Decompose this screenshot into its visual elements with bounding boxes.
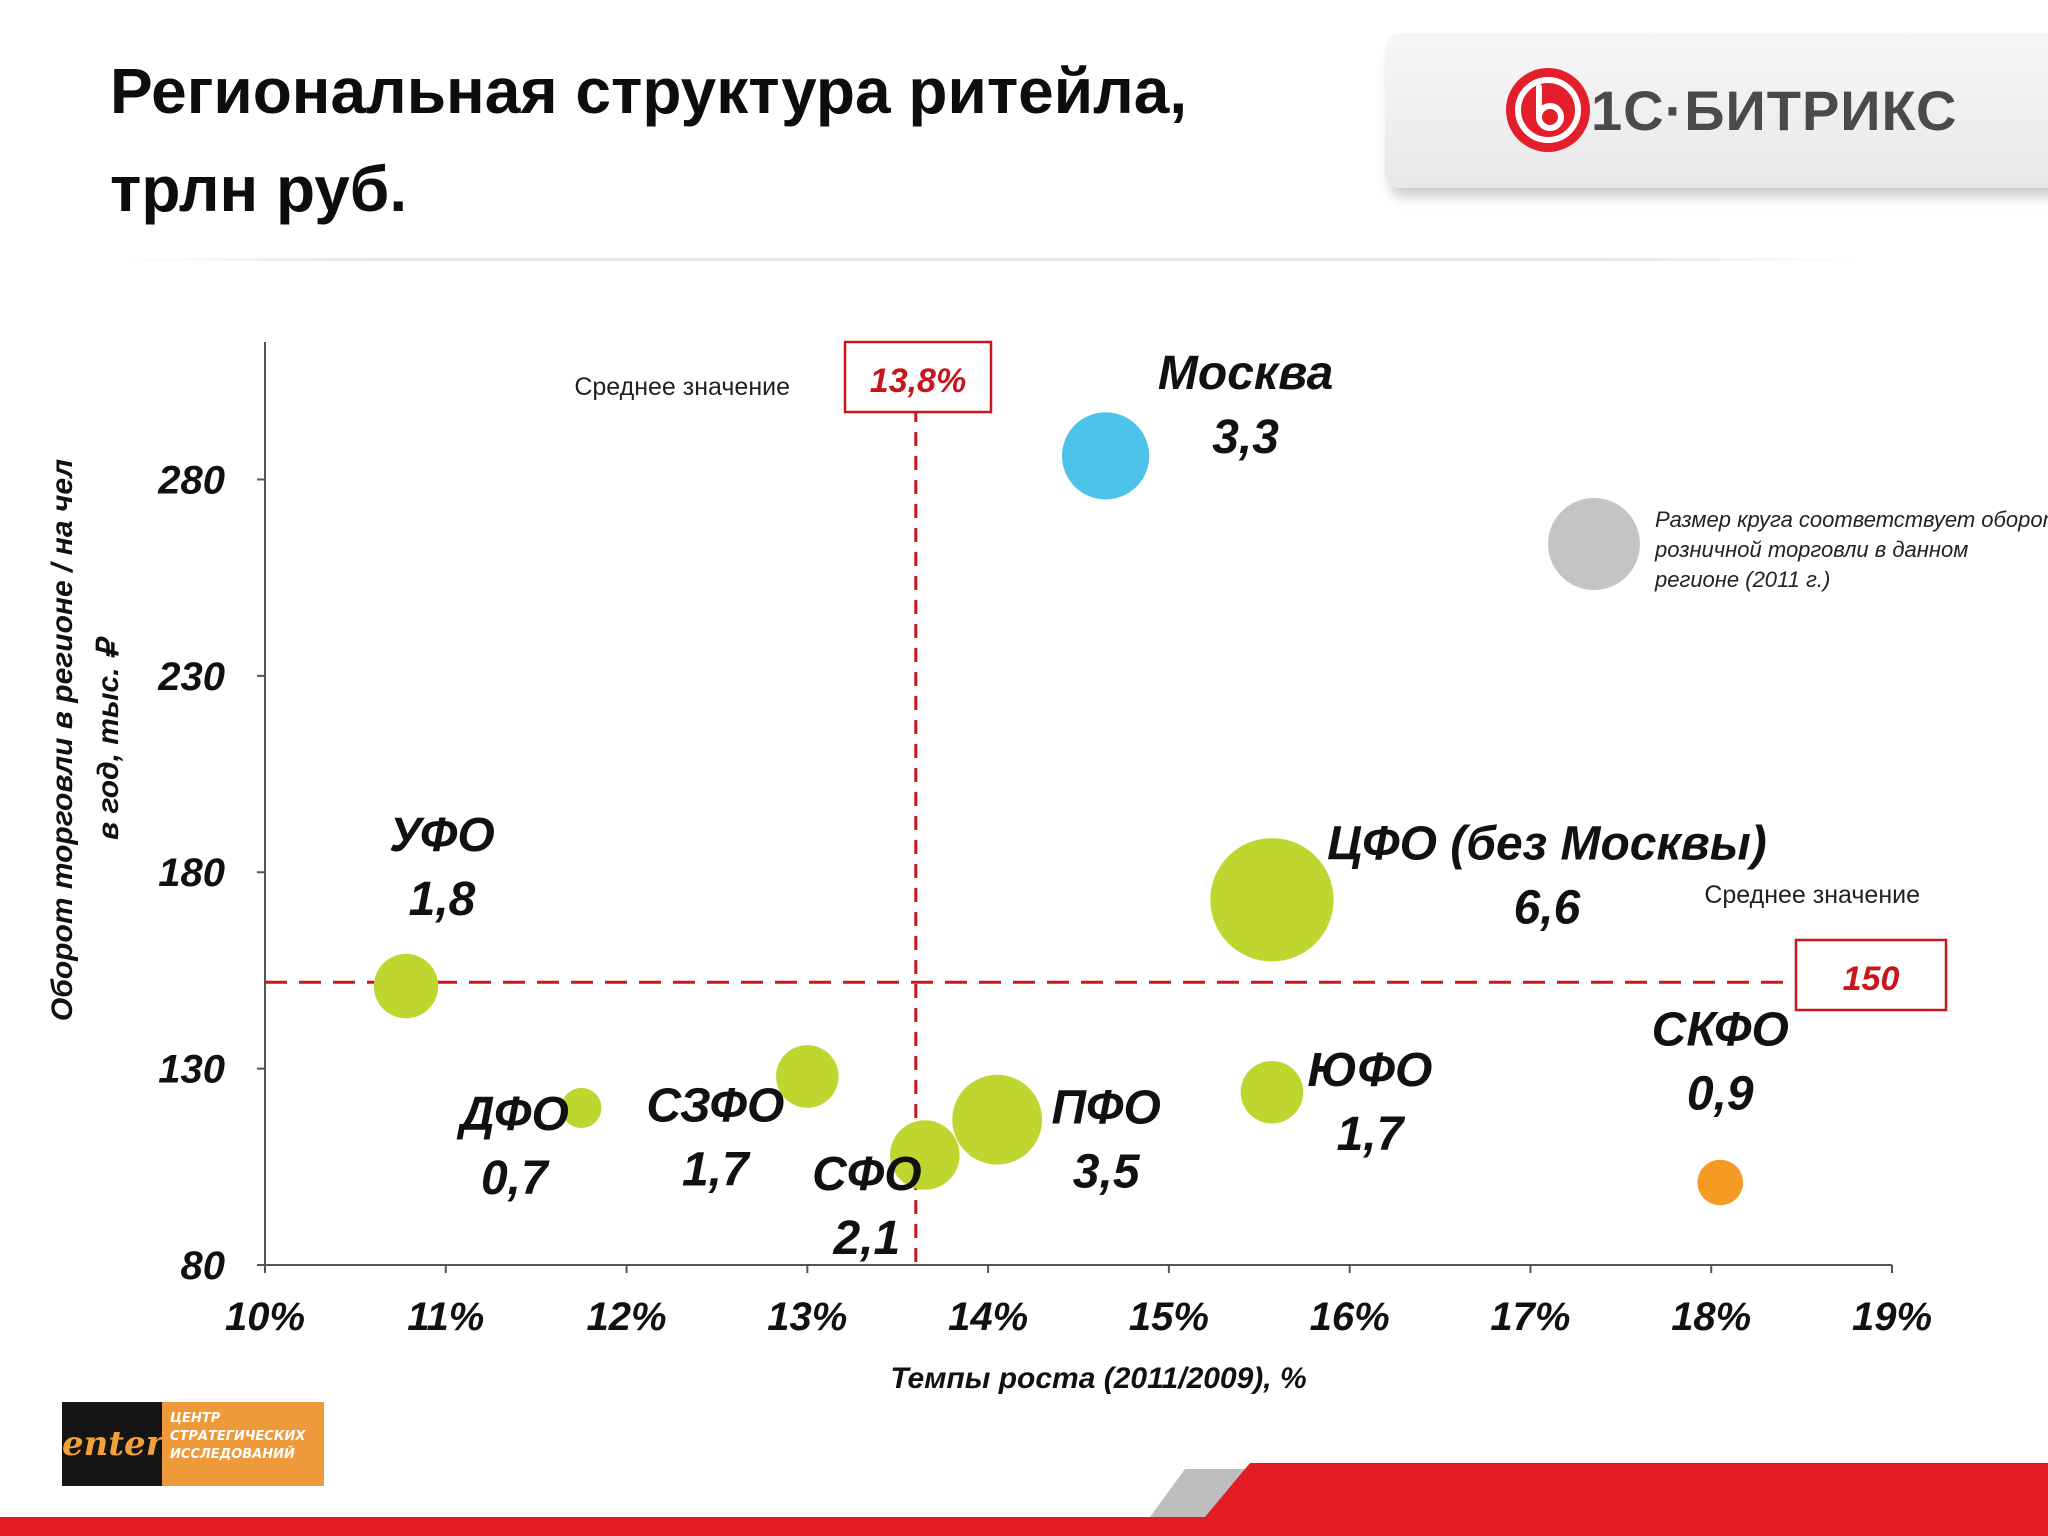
footer-red-shape — [1205, 1463, 2048, 1517]
bubble-label-value: 1,7 — [1337, 1108, 1406, 1161]
legend-sample-bubble — [1548, 498, 1640, 590]
bubble-label-value: 3,3 — [1212, 411, 1279, 464]
bubble-label-value: 1,8 — [409, 873, 476, 926]
x-tick-label: 15% — [1129, 1295, 1209, 1339]
slide-title: Региональная структура ритейла, трлн руб… — [110, 42, 1360, 238]
bubbles — [373, 412, 1744, 1206]
x-tick-label: 12% — [587, 1295, 667, 1339]
bubble-label-name: СКФО — [1652, 1004, 1789, 1057]
bubble — [890, 1120, 960, 1190]
average-lines: 13,8% Среднее значение 150 Среднее значение — [265, 340, 1948, 1265]
partner-caption-line1: ЦЕНТР — [170, 1411, 221, 1426]
bubble-label-name: СЗФО — [646, 1079, 784, 1132]
title-divider — [120, 258, 1860, 261]
brand-logo-text: 1С·БИТРИКС — [1591, 79, 1958, 142]
legend-note-line3: регионе (2011 г.) — [1654, 567, 1830, 592]
y-axis-title-line1: Оборот торговли в регионе / на чел — [46, 459, 79, 1021]
bubble-label-name: Москва — [1158, 347, 1333, 400]
bubble-label-value: 3,5 — [1073, 1146, 1141, 1199]
y-tick-label: 230 — [157, 655, 225, 699]
average-y-value: 150 — [1843, 960, 1900, 998]
y-axis-title-line2: в год, тыс. ₽ — [92, 635, 125, 840]
average-y-caption: Среднее значение — [1704, 881, 1920, 909]
x-tick-label: 11% — [407, 1295, 484, 1339]
footer-red-bar — [0, 1517, 2048, 1536]
bubble-label-name: ПФО — [1051, 1082, 1160, 1135]
bubble — [776, 1045, 839, 1108]
partner-caption: ЦЕНТР СТРАТЕГИЧЕСКИХ ИССЛЕДОВАНИЙ — [162, 1402, 324, 1486]
bubble — [1210, 838, 1334, 962]
bubble-label-name: УФО — [389, 809, 495, 862]
bubble — [1062, 412, 1150, 500]
bubble-label-name: СФО — [812, 1148, 921, 1201]
bubble — [1697, 1159, 1744, 1206]
x-tick-label: 13% — [767, 1295, 847, 1339]
y-tick-label: 180 — [158, 851, 225, 895]
legend-note: Размер круга соответствует обороту рознич… — [1548, 498, 2048, 592]
bubble-label-name: ЮФО — [1308, 1044, 1433, 1097]
y-tick-label: 80 — [181, 1244, 226, 1288]
bubble — [561, 1087, 602, 1128]
slide-title-line1: Региональная структура ритейла, — [110, 55, 1188, 127]
x-tick-label: 16% — [1310, 1295, 1390, 1339]
footer-band — [0, 1463, 2048, 1536]
bubble-label-name: ДФО — [456, 1088, 569, 1141]
average-x-box — [843, 340, 993, 414]
bubble — [952, 1074, 1043, 1165]
slide-title-line2: трлн руб. — [110, 153, 408, 225]
bubble-label-name: ЦФО (без Москвы) — [1327, 818, 1767, 871]
bitrix-logo-icon — [1506, 68, 1590, 152]
bubble-label-value: 0,9 — [1687, 1068, 1754, 1121]
x-tick-label: 14% — [948, 1295, 1028, 1339]
average-y-box — [1794, 938, 1948, 1012]
bubble-label-value: 1,7 — [682, 1143, 751, 1196]
x-tick-label: 10% — [225, 1295, 305, 1339]
y-axis-title: Оборот торговли в регионе / на чел в год,… — [46, 459, 125, 1021]
bubble-label-value: 6,6 — [1514, 882, 1581, 935]
partner-caption-line2: СТРАТЕГИЧЕСКИХ — [170, 1429, 306, 1444]
bubble — [1240, 1060, 1304, 1124]
bubble-label-value: 0,7 — [481, 1152, 550, 1205]
x-tick-label: 18% — [1671, 1295, 1751, 1339]
average-x-value: 13,8% — [870, 362, 966, 400]
chart-axes: 10% 11% 12% 13% 14% 15% 16% 17% 18% 19% 80 130 180 23… — [46, 342, 1932, 1395]
partner-logo: enter ЦЕНТР СТРАТЕГИЧЕСКИХ ИССЛЕДОВАНИЙ — [62, 1402, 324, 1486]
legend-note-line1: Размер круга соответствует обороту — [1655, 507, 2048, 532]
partner-logo-text: enter — [62, 1402, 164, 1486]
bubble — [373, 953, 439, 1019]
x-tick-label: 17% — [1490, 1295, 1570, 1339]
bubble-label-value: 2,1 — [832, 1212, 900, 1265]
brand-logo-panel: 1С·БИТРИКС — [1385, 33, 2048, 188]
partner-caption-line3: ИССЛЕДОВАНИЙ — [170, 1447, 295, 1462]
bubble-labels: Москва 3,3 ЦФО (без Москвы) 6,6 УФО 1,8 ДФО 0,7… — [389, 347, 1789, 1265]
average-x-caption: Среднее значение — [574, 373, 790, 401]
x-tick-label: 19% — [1852, 1295, 1932, 1339]
x-axis-title: Темпы роста (2011/2009), % — [890, 1362, 1306, 1395]
y-tick-label: 130 — [158, 1048, 225, 1092]
legend-note-line2: розничной торговли в данном — [1654, 537, 1968, 562]
y-tick-label: 280 — [157, 458, 225, 502]
